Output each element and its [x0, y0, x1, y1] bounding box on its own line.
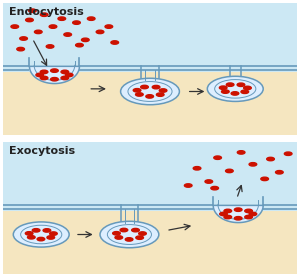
Circle shape [234, 217, 242, 220]
Polygon shape [213, 205, 263, 223]
Circle shape [11, 25, 19, 28]
Circle shape [211, 186, 218, 190]
Circle shape [245, 215, 252, 219]
Circle shape [34, 30, 42, 34]
Circle shape [37, 237, 45, 241]
Circle shape [214, 156, 221, 160]
Circle shape [61, 70, 69, 74]
Circle shape [40, 70, 48, 74]
Circle shape [49, 25, 57, 28]
Circle shape [51, 78, 58, 81]
Circle shape [261, 177, 268, 181]
Circle shape [40, 13, 48, 16]
Circle shape [36, 73, 44, 77]
Circle shape [40, 76, 48, 80]
Circle shape [17, 47, 25, 51]
Circle shape [244, 86, 251, 90]
Circle shape [284, 152, 292, 155]
Circle shape [115, 236, 123, 239]
Circle shape [82, 38, 89, 42]
Circle shape [26, 18, 33, 22]
Circle shape [100, 221, 159, 248]
Circle shape [205, 180, 213, 183]
Circle shape [184, 184, 192, 187]
Circle shape [220, 212, 227, 216]
Circle shape [159, 89, 167, 92]
Circle shape [133, 89, 141, 92]
Circle shape [113, 232, 120, 235]
Circle shape [125, 238, 133, 241]
FancyBboxPatch shape [3, 142, 297, 274]
Circle shape [46, 45, 54, 48]
Circle shape [43, 229, 51, 232]
Circle shape [105, 25, 113, 28]
Circle shape [136, 93, 143, 96]
Circle shape [73, 21, 80, 24]
Circle shape [136, 236, 143, 239]
Circle shape [152, 85, 160, 89]
Circle shape [141, 85, 148, 89]
Circle shape [234, 208, 242, 211]
Text: Endocytosis: Endocytosis [9, 7, 84, 17]
Circle shape [50, 232, 57, 235]
Circle shape [28, 235, 35, 239]
Circle shape [47, 236, 55, 239]
Circle shape [121, 78, 179, 105]
Circle shape [245, 209, 252, 213]
FancyBboxPatch shape [3, 211, 297, 274]
Circle shape [219, 86, 227, 89]
Circle shape [28, 9, 36, 12]
Circle shape [226, 169, 233, 173]
Circle shape [61, 76, 69, 80]
Circle shape [224, 215, 232, 219]
Circle shape [237, 83, 245, 86]
Circle shape [146, 95, 154, 98]
Circle shape [231, 92, 239, 95]
Circle shape [87, 17, 95, 20]
Circle shape [76, 43, 83, 47]
Circle shape [111, 41, 118, 44]
Circle shape [65, 73, 73, 77]
FancyBboxPatch shape [3, 3, 297, 135]
Circle shape [267, 157, 274, 161]
Circle shape [64, 33, 71, 36]
Circle shape [226, 83, 234, 86]
Circle shape [207, 76, 263, 101]
Polygon shape [29, 66, 80, 84]
Circle shape [249, 212, 257, 216]
Circle shape [275, 171, 283, 174]
Circle shape [20, 37, 27, 40]
FancyBboxPatch shape [3, 72, 297, 135]
Circle shape [241, 90, 249, 94]
Circle shape [193, 166, 201, 170]
Circle shape [96, 30, 104, 34]
Circle shape [249, 163, 257, 166]
Circle shape [139, 232, 146, 235]
Circle shape [25, 232, 33, 235]
Circle shape [120, 228, 128, 232]
Circle shape [13, 222, 69, 247]
Circle shape [224, 209, 232, 213]
Circle shape [32, 229, 40, 232]
Circle shape [221, 90, 229, 93]
Circle shape [237, 151, 245, 154]
Circle shape [58, 17, 66, 20]
Text: Exocytosis: Exocytosis [9, 146, 75, 156]
Circle shape [132, 229, 139, 232]
Circle shape [156, 93, 164, 96]
Circle shape [51, 69, 58, 72]
